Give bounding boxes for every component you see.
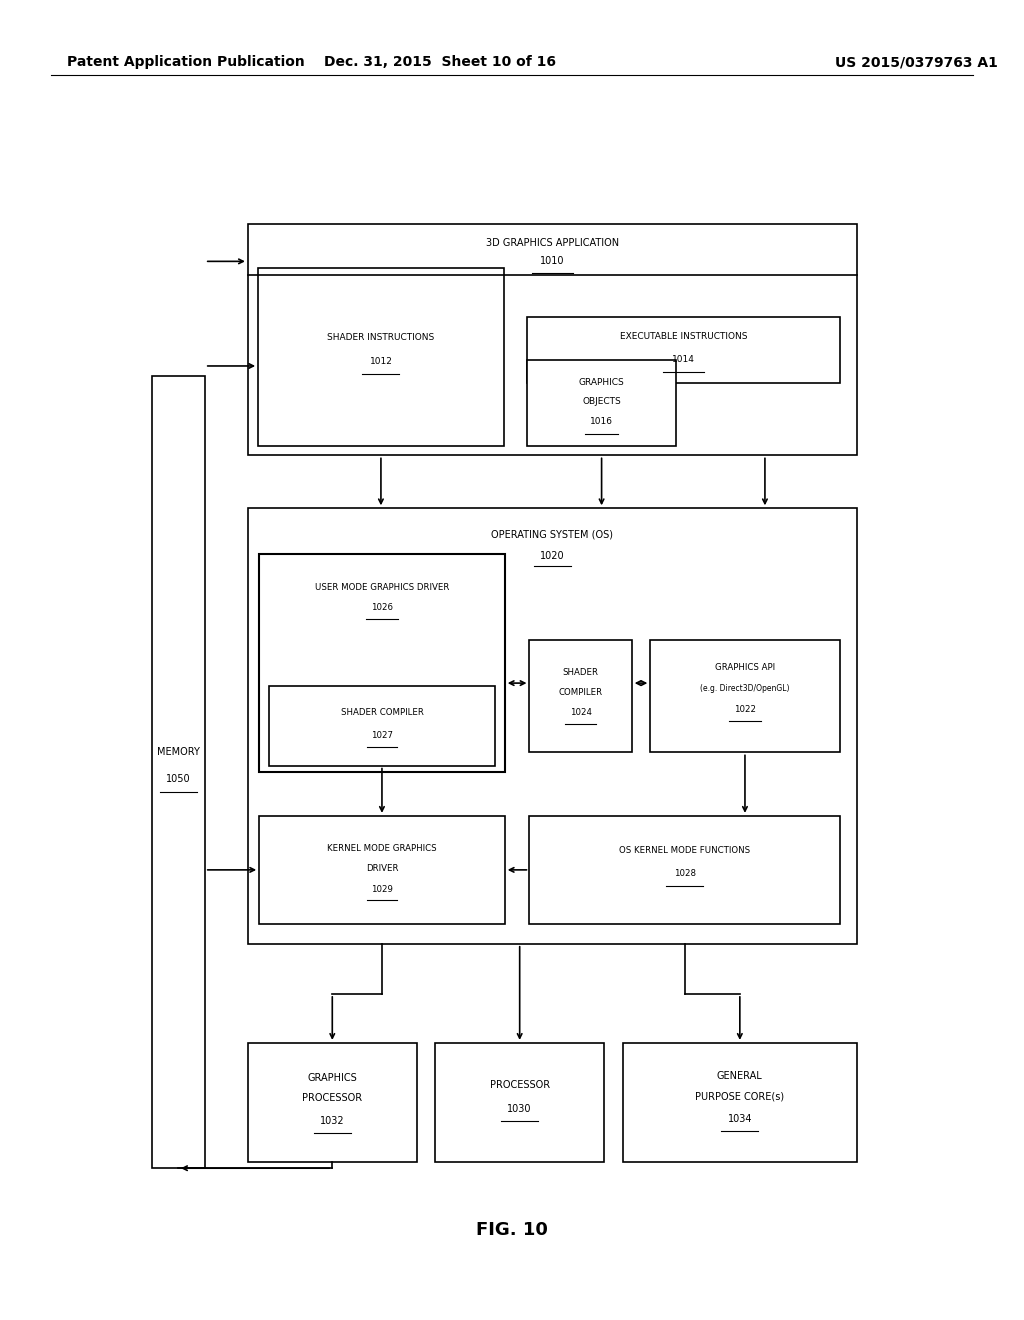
Bar [248, 508, 857, 944]
Text: 1010: 1010 [541, 256, 564, 267]
Text: FIG. 10: FIG. 10 [476, 1221, 548, 1239]
Text: EXECUTABLE INSTRUCTIONS: EXECUTABLE INSTRUCTIONS [620, 333, 748, 341]
Text: SHADER INSTRUCTIONS: SHADER INSTRUCTIONS [328, 333, 434, 342]
Text: 1026: 1026 [371, 603, 393, 611]
Text: COMPILER: COMPILER [558, 688, 603, 697]
Bar [435, 1043, 604, 1162]
Text: GENERAL: GENERAL [717, 1071, 763, 1081]
Bar [259, 554, 505, 772]
Bar [527, 317, 840, 383]
Text: GRAPHICS: GRAPHICS [307, 1073, 357, 1084]
Text: 1020: 1020 [540, 550, 565, 561]
Text: (e.g. Direct3D/OpenGL): (e.g. Direct3D/OpenGL) [700, 684, 790, 693]
Text: OS KERNEL MODE FUNCTIONS: OS KERNEL MODE FUNCTIONS [618, 846, 751, 854]
Text: 1027: 1027 [371, 731, 393, 739]
Bar [258, 268, 504, 446]
Text: 1012: 1012 [370, 356, 392, 366]
Bar [529, 816, 840, 924]
Text: PURPOSE CORE(s): PURPOSE CORE(s) [695, 1092, 784, 1102]
Text: PROCESSOR: PROCESSOR [489, 1080, 550, 1090]
Text: PROCESSOR: PROCESSOR [302, 1093, 362, 1104]
Text: OBJECTS: OBJECTS [583, 397, 621, 407]
Text: MEMORY: MEMORY [157, 747, 200, 758]
Text: SHADER COMPILER: SHADER COMPILER [341, 709, 423, 717]
Bar [529, 640, 632, 752]
Text: DRIVER: DRIVER [366, 865, 398, 873]
Bar [248, 224, 857, 455]
Bar [248, 1043, 417, 1162]
Text: SHADER: SHADER [562, 668, 599, 677]
Text: US 2015/0379763 A1: US 2015/0379763 A1 [835, 55, 998, 69]
Bar [259, 816, 505, 924]
Text: 3D GRAPHICS APPLICATION: 3D GRAPHICS APPLICATION [485, 238, 620, 248]
Text: 1029: 1029 [371, 886, 393, 894]
Text: 1034: 1034 [728, 1114, 752, 1125]
Text: 1030: 1030 [508, 1104, 531, 1114]
Bar [269, 686, 495, 766]
Bar [152, 376, 205, 1168]
Text: 1024: 1024 [569, 708, 592, 717]
Text: USER MODE GRAPHICS DRIVER: USER MODE GRAPHICS DRIVER [314, 583, 450, 591]
Bar [650, 640, 840, 752]
Text: 1016: 1016 [590, 417, 613, 426]
Text: 1032: 1032 [319, 1115, 345, 1126]
Text: 1050: 1050 [166, 774, 190, 784]
Text: KERNEL MODE GRAPHICS: KERNEL MODE GRAPHICS [327, 845, 437, 853]
Text: GRAPHICS API: GRAPHICS API [715, 663, 775, 672]
Bar [527, 360, 676, 446]
Text: 1014: 1014 [672, 355, 695, 363]
Text: Dec. 31, 2015  Sheet 10 of 16: Dec. 31, 2015 Sheet 10 of 16 [325, 55, 556, 69]
Text: GRAPHICS: GRAPHICS [579, 378, 625, 387]
Text: 1028: 1028 [674, 870, 695, 878]
Text: OPERATING SYSTEM (OS): OPERATING SYSTEM (OS) [492, 529, 613, 540]
Text: 1022: 1022 [734, 705, 756, 714]
Bar [623, 1043, 857, 1162]
Text: Patent Application Publication: Patent Application Publication [67, 55, 304, 69]
